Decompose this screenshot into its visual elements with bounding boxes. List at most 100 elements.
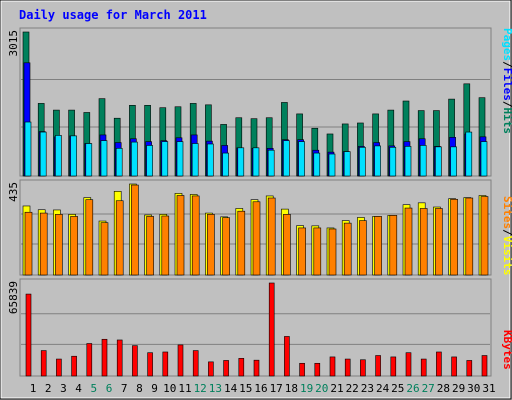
y-max-label: 3015 [7,30,20,57]
legend-label: Pages/Files/Hits [501,28,512,134]
bar-pages-day-13 [207,143,214,177]
bar-sites-day-10 [161,215,170,276]
x-tick-label: 26 [406,382,419,395]
bar-kbytes-day-29 [451,356,457,377]
x-tick-label: 2 [45,382,52,395]
x-tick-label: 21 [330,382,343,395]
bar-sites-day-13 [207,214,215,276]
x-tick-label: 27 [422,382,435,395]
x-tick-label: 19 [300,382,313,395]
bar-kbytes-day-19 [299,362,305,377]
bar-pages-day-20 [313,152,321,177]
bar-sites-day-18 [283,214,291,276]
bar-kbytes-day-12 [192,350,199,377]
bar-sites-day-30 [465,197,474,276]
bar-pages-day-26 [404,146,412,177]
bar-sites-day-17 [267,197,276,276]
x-tick-label: 28 [437,382,450,395]
x-tick-label: 16 [254,382,267,395]
bar-kbytes-day-6 [101,338,108,377]
bar-sites-day-23 [359,220,367,276]
bar-kbytes-day-23 [360,359,366,377]
bar-kbytes-day-26 [405,352,412,377]
bar-kbytes-day-17 [268,282,275,377]
bar-kbytes-day-15 [238,358,245,377]
x-tick-label: 20 [315,382,328,395]
bar-sites-day-21 [328,228,337,276]
bars-group [21,183,490,276]
bar-pages-day-9 [146,145,153,177]
bar-sites-day-22 [343,222,352,276]
bar-sites-day-29 [450,198,458,276]
x-tick-label: 24 [376,382,390,395]
bar-kbytes-day-13 [208,361,214,377]
bar-kbytes-day-2 [40,350,47,377]
bar-sites-day-26 [404,207,413,276]
chart-title: Daily usage for March 2011 [19,8,207,22]
bar-kbytes-day-28 [436,351,442,377]
bar-pages-day-2 [39,131,47,177]
x-tick-label: 8 [136,382,143,395]
x-tick-label: 23 [361,382,374,395]
bars-group [21,282,490,377]
x-tick-label: 12 [194,382,207,395]
bar-pages-day-19 [298,141,305,177]
bar-pages-day-25 [389,147,397,177]
bar-kbytes-day-10 [162,351,169,377]
bar-pages-day-8 [131,141,138,177]
bar-sites-day-24 [374,216,382,276]
bar-sites-day-3 [55,214,63,276]
bar-sites-day-6 [100,222,109,276]
bar-pages-day-31 [480,141,488,177]
bar-kbytes-day-27 [420,358,427,377]
bar-sites-day-15 [237,210,246,276]
legend-sep: / [501,229,512,236]
bar-kbytes-day-22 [344,358,351,377]
x-tick-label: 1 [30,382,37,395]
bar-kbytes-day-30 [466,360,473,377]
x-tick-label: 5 [90,382,97,395]
legend-visits: Visits [501,236,512,276]
x-tick-label: 17 [270,382,283,395]
x-tick-label: 4 [75,382,82,395]
bars-group [21,31,490,177]
bar-pages-day-6 [100,140,108,177]
bar-sites-day-19 [298,227,306,276]
bar-pages-day-12 [191,143,199,177]
bar-kbytes-day-31 [481,355,488,377]
x-tick-label: 7 [121,382,128,395]
bar-pages-day-27 [419,145,427,177]
bar-kbytes-day-16 [253,359,260,377]
bar-kbytes-day-21 [329,356,336,377]
bar-sites-day-9 [146,216,154,276]
legend-label: Sites/Visits [501,196,512,276]
x-tick-label: 6 [106,382,113,395]
legend-hits: Hits [501,108,512,135]
legend-pages: Pages [501,28,512,61]
bar-kbytes-day-3 [56,358,62,377]
legend-files: Files [501,68,512,101]
bar-sites-day-25 [389,215,398,276]
bar-pages-day-18 [283,140,290,177]
bar-kbytes-day-7 [116,339,123,377]
legend-sep: / [501,101,512,108]
bar-pages-day-5 [85,143,93,177]
bar-kbytes-day-20 [314,362,321,377]
bar-sites-day-12 [191,195,200,276]
panel-kbytes: 65839 KBytes [7,278,512,377]
bar-sites-day-28 [435,208,443,276]
bar-pages-day-17 [267,149,275,177]
bar-sites-day-2 [39,212,48,276]
bar-sites-day-5 [85,199,94,276]
x-tick-label: 9 [151,382,158,395]
x-tick-label: 10 [163,382,176,395]
bar-pages-day-7 [115,147,123,177]
bar-pages-day-23 [359,147,366,177]
bar-pages-day-4 [70,135,77,177]
x-tick-label: 15 [239,382,252,395]
x-tick-label: 25 [391,382,404,395]
panel-sites-visits: 435 Sites/Visits [7,179,512,276]
bar-sites-day-11 [176,195,185,276]
x-tick-label: 18 [285,382,298,395]
